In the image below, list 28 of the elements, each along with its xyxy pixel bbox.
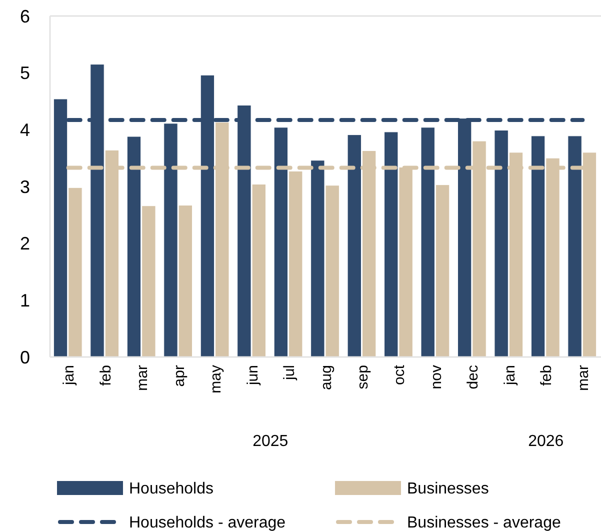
y-tick-label: 0 — [20, 347, 30, 368]
x-tick-label: mar — [134, 365, 152, 391]
x-tick-label: dec — [464, 364, 482, 390]
y-tick-label: 6 — [20, 6, 30, 26]
x-tick-label: jan — [501, 365, 518, 386]
text: 2026 — [528, 433, 564, 450]
x-tick-label: sep — [354, 365, 372, 390]
legend-label: Households — [129, 480, 214, 498]
text: 2025 — [252, 433, 288, 450]
x-tick-label: nov — [428, 364, 445, 390]
y-tick-label: 5 — [20, 63, 30, 84]
x-tick-label: mar — [574, 365, 592, 391]
x-tick-label: aug — [318, 365, 335, 390]
y-tick-label: 4 — [20, 120, 30, 140]
legend-label: Households - average — [129, 514, 286, 531]
x-tick-label: jul — [281, 365, 298, 382]
y-tick-label: 2 — [20, 234, 30, 254]
y-tick-label: 3 — [20, 176, 30, 197]
legend-label: Businesses — [407, 480, 489, 498]
x-tick-label: feb — [97, 365, 114, 386]
x-tick-label: feb — [538, 365, 556, 386]
y-tick-label: 1 — [20, 290, 30, 310]
x-tick-label: jan — [60, 365, 78, 386]
legend-label: Businesses - average — [407, 514, 561, 531]
x-tick-label: jun — [244, 365, 262, 386]
x-tick-label: apr — [170, 365, 188, 387]
x-tick-label: oct — [391, 364, 408, 386]
x-tick-label: may — [208, 364, 225, 394]
